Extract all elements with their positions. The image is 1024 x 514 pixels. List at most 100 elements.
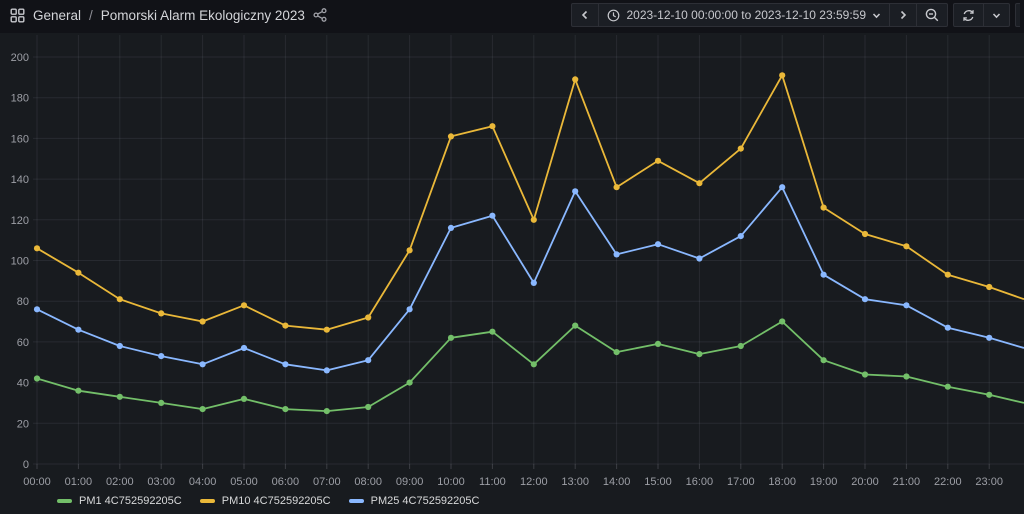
data-point[interactable] (33, 306, 41, 313)
data-point[interactable] (944, 271, 951, 278)
data-point[interactable] (365, 403, 372, 411)
series-line (36, 74, 1024, 331)
time-shift-back-button[interactable] (572, 4, 598, 26)
data-point[interactable] (613, 184, 620, 191)
x-tick-label: 13:00 (561, 476, 589, 488)
legend-item-pm25[interactable]: PM25 4C752592205C (348, 495, 479, 507)
data-point[interactable] (986, 391, 993, 398)
partial-button[interactable] (1015, 3, 1020, 27)
data-point[interactable] (613, 349, 620, 356)
data-point[interactable] (861, 296, 869, 303)
data-point[interactable] (779, 184, 786, 191)
data-point[interactable] (737, 145, 744, 152)
refresh-interval-dropdown[interactable] (983, 4, 1009, 26)
data-point[interactable] (986, 334, 993, 341)
data-point[interactable] (654, 241, 662, 248)
x-tick-label: 17:00 (727, 476, 755, 488)
legend-item-pm10[interactable]: PM10 4C752592205C (199, 495, 331, 507)
y-tick-label: 140 (11, 174, 29, 186)
data-point[interactable] (944, 383, 951, 390)
data-point[interactable] (530, 361, 537, 368)
data-point[interactable] (737, 233, 744, 240)
y-tick-label: 20 (17, 418, 29, 430)
data-point[interactable] (654, 340, 662, 347)
x-tick-label: 10:00 (437, 476, 465, 488)
data-point[interactable] (820, 204, 827, 211)
data-point[interactable] (323, 326, 330, 333)
x-tick-label: 00:00 (23, 476, 51, 488)
data-point[interactable] (861, 371, 869, 378)
breadcrumb-dashboard-title[interactable]: Pomorski Alarm Ekologiczny 2023 (100, 7, 305, 23)
data-point[interactable] (199, 318, 206, 325)
data-point[interactable] (116, 296, 123, 303)
data-point[interactable] (820, 357, 827, 364)
data-point[interactable] (33, 245, 41, 252)
breadcrumb-section[interactable]: General (33, 7, 82, 23)
zoom-out-button[interactable] (916, 4, 947, 26)
data-point[interactable] (737, 342, 744, 350)
data-point[interactable] (572, 188, 579, 195)
y-tick-label: 120 (11, 215, 29, 227)
data-point[interactable] (696, 255, 703, 262)
data-point[interactable] (199, 361, 206, 368)
share-icon[interactable] (313, 8, 327, 22)
data-point[interactable] (903, 373, 910, 380)
data-point[interactable] (447, 133, 455, 140)
data-point[interactable] (323, 408, 330, 415)
data-point[interactable] (613, 251, 620, 258)
data-point[interactable] (406, 247, 413, 254)
data-point[interactable] (696, 180, 703, 187)
data-point[interactable] (282, 361, 289, 368)
data-point[interactable] (944, 324, 951, 331)
data-point[interactable] (696, 351, 703, 358)
data-point[interactable] (199, 406, 206, 413)
data-point[interactable] (406, 306, 413, 313)
data-point[interactable] (116, 393, 123, 400)
legend-item-pm1[interactable]: PM1 4C752592205C (57, 495, 182, 507)
apps-grid-icon[interactable] (10, 8, 25, 23)
top-navigation-bar: General / Pomorski Alarm Ekologiczny 202… (0, 0, 1024, 33)
data-point[interactable] (986, 283, 993, 291)
data-point[interactable] (158, 399, 165, 406)
refresh-button[interactable] (954, 4, 983, 26)
x-tick-label: 04:00 (189, 476, 217, 488)
data-point[interactable] (240, 344, 248, 352)
data-point[interactable] (572, 322, 579, 329)
data-point[interactable] (240, 395, 248, 402)
y-tick-label: 160 (11, 133, 29, 145)
data-point[interactable] (75, 269, 82, 276)
data-point[interactable] (282, 322, 289, 329)
data-point[interactable] (282, 406, 289, 413)
time-shift-forward-button[interactable] (889, 4, 916, 26)
data-point[interactable] (861, 230, 869, 238)
time-range-picker-button[interactable]: 2023-12-10 00:00:00 to 2023-12-10 23:59:… (598, 4, 889, 26)
data-point[interactable] (116, 342, 123, 350)
data-point[interactable] (33, 375, 41, 382)
data-point[interactable] (406, 379, 413, 386)
breadcrumb-separator: / (89, 7, 93, 23)
data-point[interactable] (903, 243, 910, 250)
data-point[interactable] (779, 72, 786, 79)
data-point[interactable] (447, 334, 455, 341)
data-point[interactable] (240, 302, 248, 309)
x-tick-label: 07:00 (313, 476, 341, 488)
data-point[interactable] (530, 279, 537, 286)
data-point[interactable] (779, 318, 786, 325)
data-point[interactable] (572, 76, 579, 83)
data-point[interactable] (654, 157, 662, 164)
data-point[interactable] (489, 328, 496, 335)
data-point[interactable] (75, 326, 82, 333)
data-point[interactable] (365, 314, 372, 321)
data-point[interactable] (75, 387, 82, 394)
data-point[interactable] (158, 310, 165, 317)
data-point[interactable] (365, 357, 372, 364)
data-point[interactable] (530, 216, 537, 223)
timeseries-chart[interactable]: 0 20 40 60 80 100 120 140 160 180 200 00:00 01:00 02:… (0, 33, 1024, 488)
data-point[interactable] (323, 367, 330, 374)
data-point[interactable] (489, 123, 496, 130)
data-point[interactable] (158, 353, 165, 360)
data-point[interactable] (447, 224, 455, 231)
data-point[interactable] (903, 302, 910, 309)
data-point[interactable] (489, 212, 496, 219)
data-point[interactable] (820, 271, 827, 278)
